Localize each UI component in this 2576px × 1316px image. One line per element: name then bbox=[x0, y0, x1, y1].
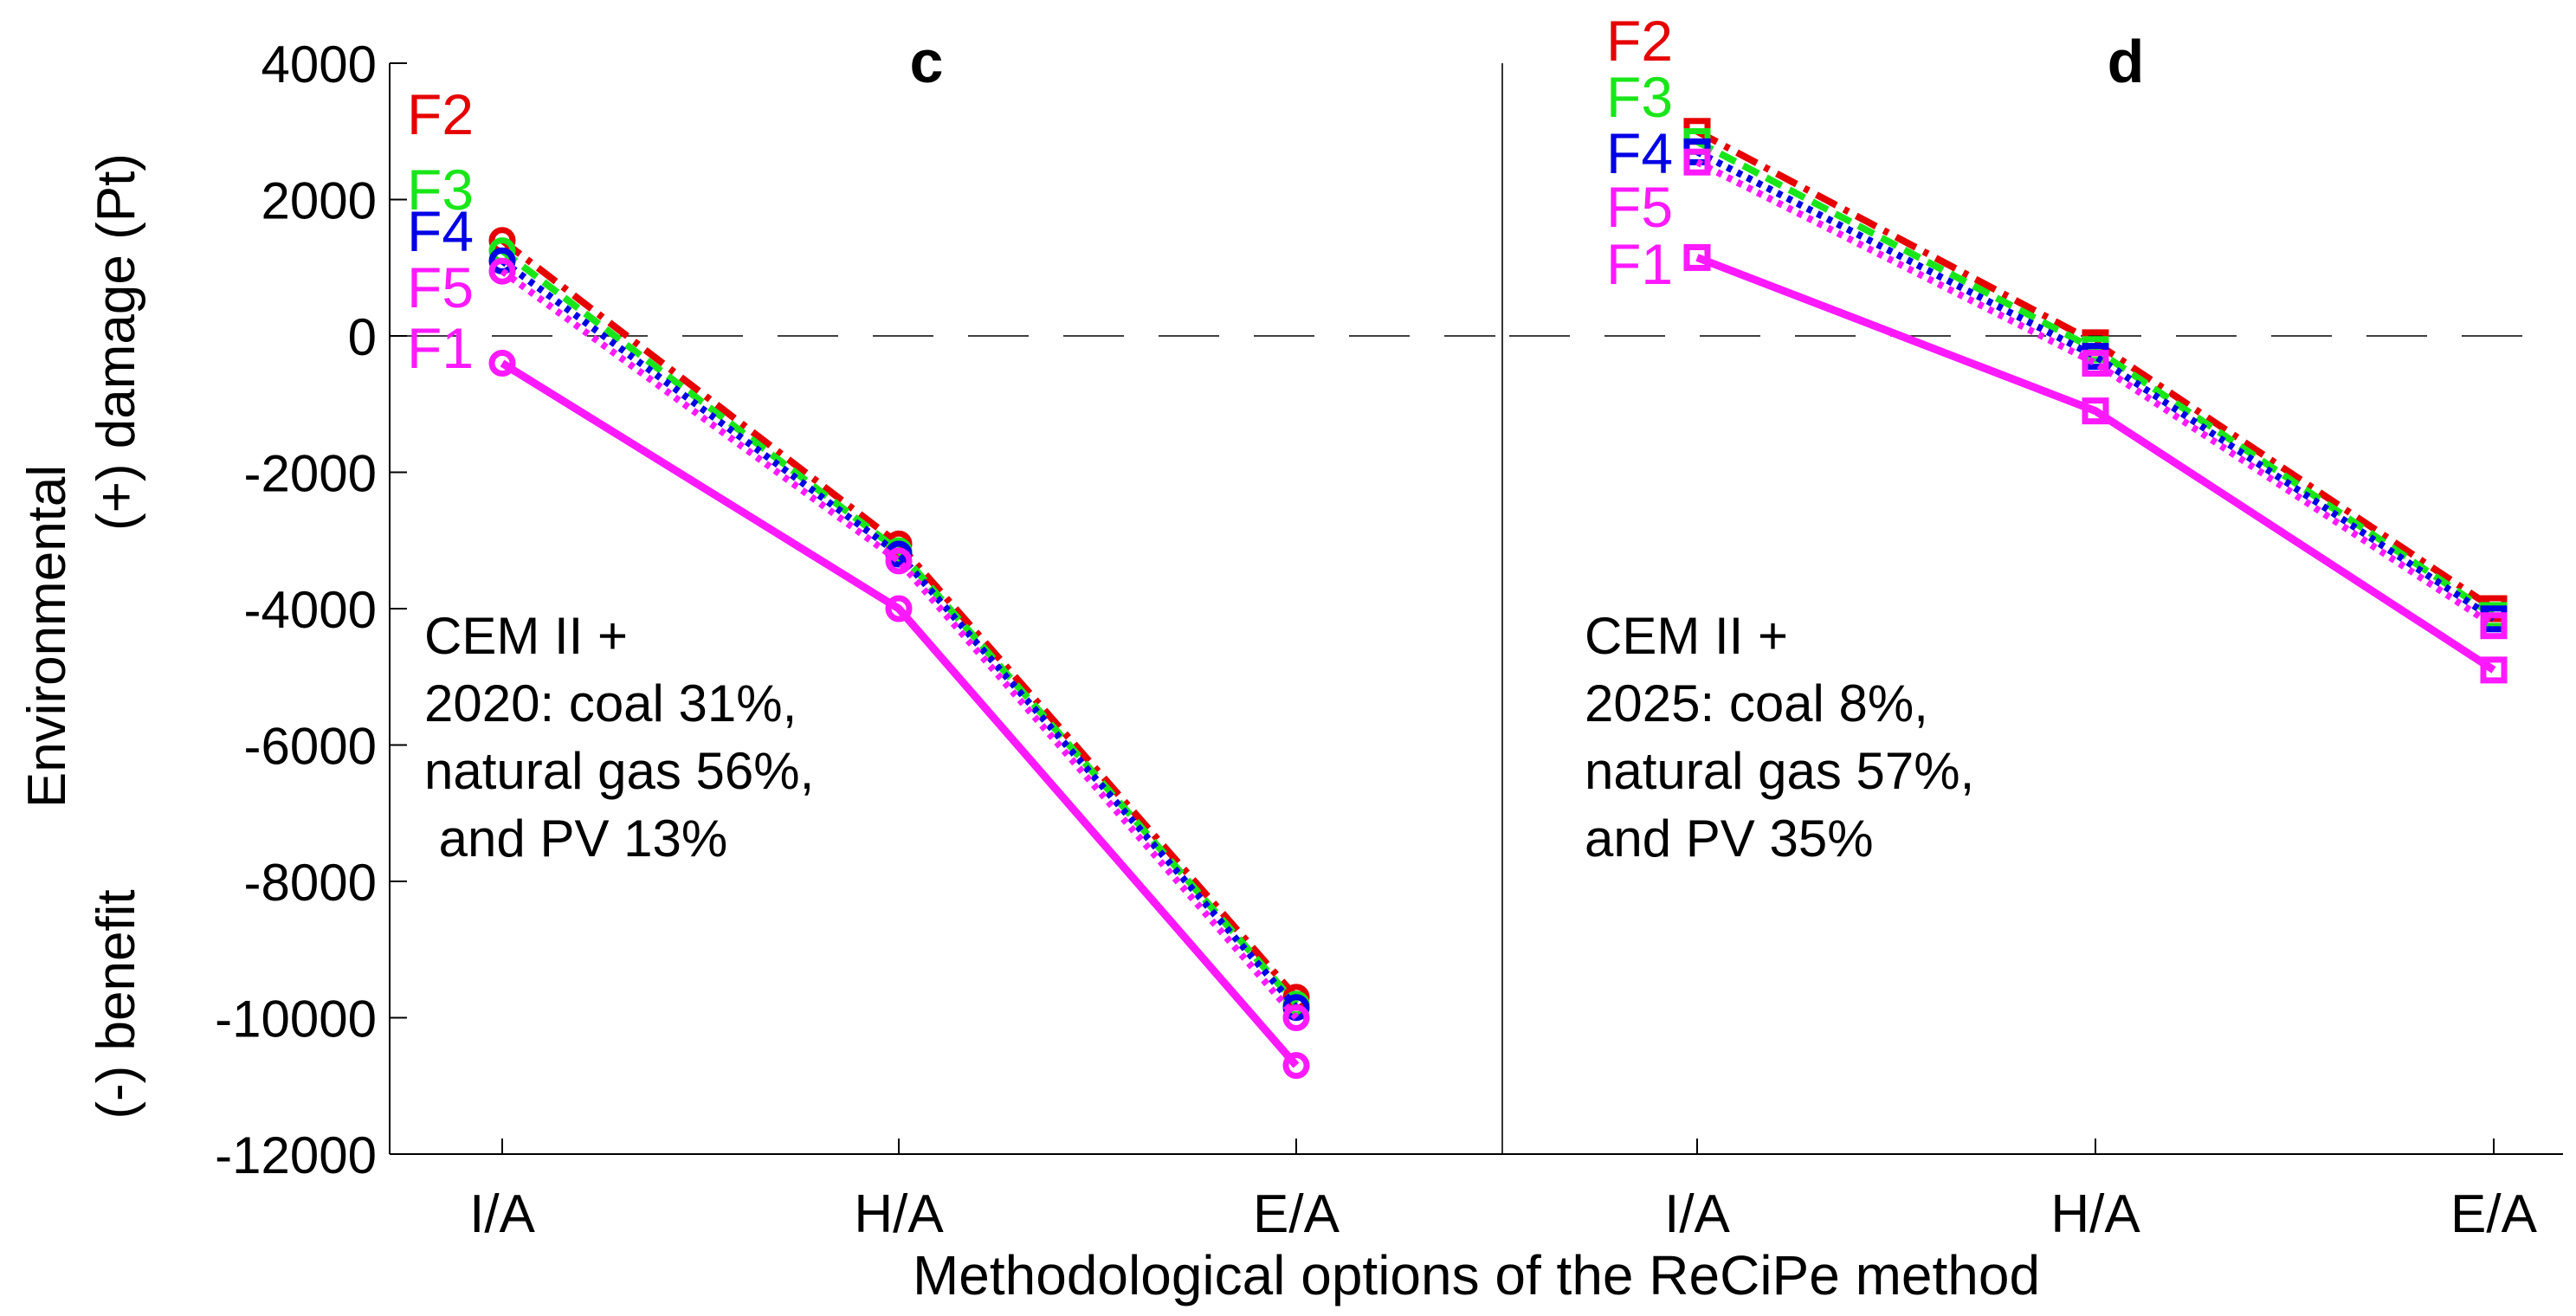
legend-label-f5: F5 bbox=[407, 255, 474, 319]
data-point-f5 bbox=[1282, 1004, 1310, 1031]
series-line-f5 bbox=[1695, 158, 2496, 629]
data-point-f5 bbox=[2082, 350, 2109, 377]
y-tick-label: -2000 bbox=[244, 445, 377, 503]
x-tick-label: H/A bbox=[2050, 1184, 2140, 1244]
legend-label-f1: F1 bbox=[1606, 232, 1673, 296]
legend-label-f1: F1 bbox=[407, 316, 474, 380]
y-tick-label: -4000 bbox=[244, 581, 377, 639]
legend-label-f5: F5 bbox=[1606, 175, 1673, 239]
annotation-line: CEM II + bbox=[1585, 607, 1788, 665]
annotation-line: natural gas 56%, bbox=[424, 742, 814, 800]
legend-label-f4: F4 bbox=[407, 199, 474, 263]
y-tick-label: -12000 bbox=[215, 1126, 377, 1184]
panel-title-d: d bbox=[2108, 28, 2145, 95]
y-axis-label-line: (+) damage (Pt) bbox=[87, 153, 146, 531]
series-line-f3 bbox=[1695, 139, 2496, 619]
legend-label-f3: F3 bbox=[1606, 65, 1673, 129]
panel-title-c: c bbox=[910, 28, 944, 95]
y-tick-label: 4000 bbox=[261, 35, 377, 94]
series-line-f1 bbox=[500, 359, 1300, 1068]
y-tick-label: 2000 bbox=[261, 172, 377, 230]
annotation-line: 2020: coal 31%, bbox=[424, 674, 797, 732]
data-point-f5 bbox=[885, 547, 913, 575]
data-point-f1 bbox=[2082, 397, 2109, 425]
axes-layer bbox=[389, 62, 2563, 1155]
annotation-line: and PV 35% bbox=[1585, 810, 1874, 868]
data-point-f5 bbox=[488, 257, 516, 285]
data-point-f1 bbox=[1683, 243, 1711, 271]
series-layer bbox=[488, 118, 2508, 1080]
series-line-f2 bbox=[1695, 128, 2496, 612]
data-point-f1 bbox=[1282, 1052, 1310, 1080]
y-axis-label-line: (-) benefit bbox=[87, 889, 146, 1119]
series-line-f1 bbox=[1695, 254, 2496, 674]
annotation-line: 2025: coal 8%, bbox=[1585, 674, 1928, 732]
y-tick-label: 0 bbox=[348, 308, 377, 366]
data-point-f5 bbox=[2480, 612, 2508, 640]
data-point-f1 bbox=[2480, 656, 2508, 684]
legend-label-f2: F2 bbox=[407, 82, 474, 146]
annotation-line: natural gas 57%, bbox=[1585, 742, 1974, 800]
legend-label-f4: F4 bbox=[1606, 121, 1673, 185]
x-tick-label: H/A bbox=[854, 1184, 944, 1244]
x-tick-label: I/A bbox=[469, 1184, 535, 1244]
annotation-line: and PV 13% bbox=[424, 810, 727, 868]
x-axis-label: Methodological options of the ReCiPe met… bbox=[913, 1244, 2040, 1306]
data-point-f5 bbox=[1683, 148, 1711, 176]
data-point-f1 bbox=[885, 595, 913, 623]
x-tick-label: E/A bbox=[2450, 1184, 2538, 1244]
x-tick-label: E/A bbox=[1253, 1184, 1340, 1244]
legend-label-f2: F2 bbox=[1606, 9, 1673, 73]
x-tick-label: I/A bbox=[1664, 1184, 1730, 1244]
legend-label-f3: F3 bbox=[407, 158, 474, 222]
y-tick-label: -10000 bbox=[215, 990, 377, 1048]
y-tick-label: -8000 bbox=[244, 854, 377, 912]
y-tick-label: -6000 bbox=[244, 718, 377, 776]
data-point-f1 bbox=[488, 350, 516, 377]
annotation-line: CEM II + bbox=[424, 607, 628, 665]
series-line-f4 bbox=[1695, 148, 2496, 623]
text-layer: 4000 2000 0 -2000 -4000 -6000 -8000 -10000 -1200… bbox=[17, 9, 2538, 1306]
y-axis-label-line: Environmental bbox=[17, 465, 77, 808]
